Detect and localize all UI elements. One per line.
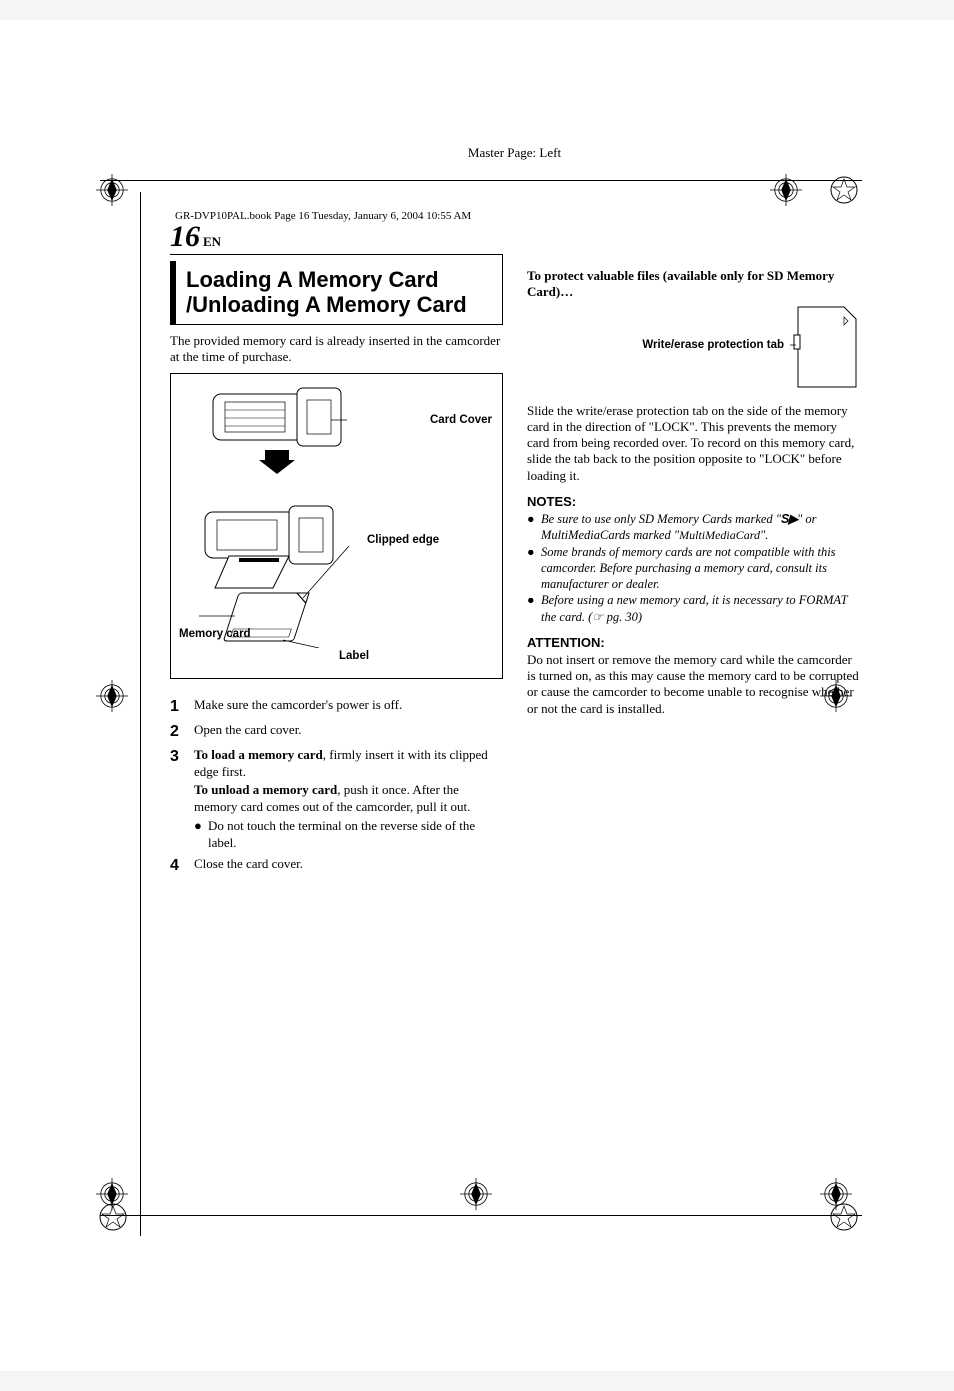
note-3b: pg. 30): [603, 610, 642, 624]
figure-box: Card Cover: [170, 373, 503, 679]
bullet-dot: ●: [527, 511, 535, 544]
sd-logo-icon: S▶: [781, 512, 797, 526]
bullet-dot: ●: [194, 818, 202, 852]
notes-heading: NOTES:: [527, 494, 860, 509]
section-heading: Loading A Memory Card /Unloading A Memor…: [170, 261, 502, 324]
step-3: 3 To load a memory card, firmly insert i…: [170, 747, 503, 852]
left-column: 16EN Loading A Memory Card /Unloading A …: [170, 220, 503, 881]
note-1: ● Be sure to use only SD Memory Cards ma…: [527, 511, 860, 544]
step-num-2: 2: [170, 722, 186, 743]
memory-card-label: Memory card: [179, 628, 251, 640]
mmc-logo-icon: MultiMediaCard: [679, 528, 760, 542]
step-4: 4 Close the card cover.: [170, 856, 503, 877]
clipped-edge-label: Clipped edge: [367, 534, 439, 546]
step-3b-bold: To unload a memory card: [194, 782, 337, 797]
figure-top: Card Cover: [179, 380, 494, 474]
corner-circle-tl: [98, 1202, 128, 1232]
step-2: 2 Open the card cover.: [170, 722, 503, 743]
section-title-line1: Loading A Memory Card: [186, 267, 494, 292]
two-column-layout: 16EN Loading A Memory Card /Unloading A …: [170, 220, 860, 881]
note-1a: Be sure to use only SD Memory Cards mark…: [541, 512, 781, 526]
step-3-body: To load a memory card, firmly insert it …: [194, 747, 503, 852]
arrow-down-icon: [259, 450, 295, 474]
camcorder-open-icon: [199, 498, 369, 648]
intro-text: The provided memory card is already inse…: [170, 333, 503, 366]
protect-text: To protect valuable files (available onl…: [527, 268, 834, 299]
notes-list: ● Be sure to use only SD Memory Cards ma…: [527, 511, 860, 625]
label-label: Label: [339, 650, 369, 662]
step-3c-text: Do not touch the terminal on the reverse…: [208, 818, 503, 852]
step-2-text: Open the card cover.: [194, 722, 503, 743]
note-2: ● Some brands of memory cards are not co…: [527, 544, 860, 593]
note-3: ● Before using a new memory card, it is …: [527, 592, 860, 625]
reg-mark-bc: [460, 1178, 492, 1210]
step-3a-bold: To load a memory card: [194, 747, 323, 762]
page-number: 16: [170, 220, 200, 253]
steps-list: 1 Make sure the camcorder's power is off…: [170, 697, 503, 877]
step-3b: To unload a memory card, push it once. A…: [194, 782, 503, 816]
crop-line-left: [140, 192, 141, 1236]
section-title-line2: /Unloading A Memory Card: [186, 292, 494, 317]
card-cover-label: Card Cover: [430, 414, 492, 426]
step-3c: ● Do not touch the terminal on the rever…: [194, 818, 503, 852]
manual-page: Master Page: Left GR-DVP10PAL.book Page …: [0, 20, 954, 1371]
slide-instruction: Slide the write/erase protection tab on …: [527, 403, 860, 484]
step-1-text: Make sure the camcorder's power is off.: [194, 697, 503, 718]
step-num-3: 3: [170, 747, 186, 852]
protect-heading: To protect valuable files (available onl…: [527, 268, 860, 301]
bullet-dot: ●: [527, 544, 535, 593]
write-erase-label: Write/erase protection tab: [642, 339, 784, 351]
page-number-block: 16EN: [170, 220, 503, 254]
bullet-dot: ●: [527, 592, 535, 625]
reg-mark-tl: [96, 174, 128, 206]
corner-circle-br: [829, 1202, 859, 1232]
header-area: Master Page: Left: [170, 145, 859, 165]
note-1c: ".: [760, 528, 768, 542]
reg-mark-tr: [770, 174, 802, 206]
master-page-label: Master Page: Left: [170, 145, 859, 161]
reg-mark-ml: [96, 680, 128, 712]
section-title-box: Loading A Memory Card /Unloading A Memor…: [170, 254, 503, 325]
attention-heading: ATTENTION:: [527, 635, 860, 650]
step-1: 1 Make sure the camcorder's power is off…: [170, 697, 503, 718]
step-num-1: 1: [170, 697, 186, 718]
top-rule: [100, 180, 862, 181]
note-3a: Before using a new memory card, it is ne…: [541, 593, 847, 623]
note-1-text: Be sure to use only SD Memory Cards mark…: [541, 511, 860, 544]
note-3-text: Before using a new memory card, it is ne…: [541, 592, 860, 625]
note-2-text: Some brands of memory cards are not comp…: [541, 544, 860, 593]
page-lang: EN: [203, 234, 221, 249]
sd-card-icon: [790, 305, 860, 391]
camcorder-closed-icon: [207, 380, 347, 454]
page-ref-icon: ☞: [592, 610, 603, 624]
figure-bottom: Clipped edge Memory card Label: [179, 498, 494, 668]
sd-card-figure: Write/erase protection tab: [527, 305, 860, 395]
bottom-rule: [100, 1215, 862, 1216]
right-column: To protect valuable files (available onl…: [527, 268, 860, 881]
step-num-4: 4: [170, 856, 186, 877]
attention-text: Do not insert or remove the memory card …: [527, 652, 860, 717]
step-4-text: Close the card cover.: [194, 856, 503, 877]
